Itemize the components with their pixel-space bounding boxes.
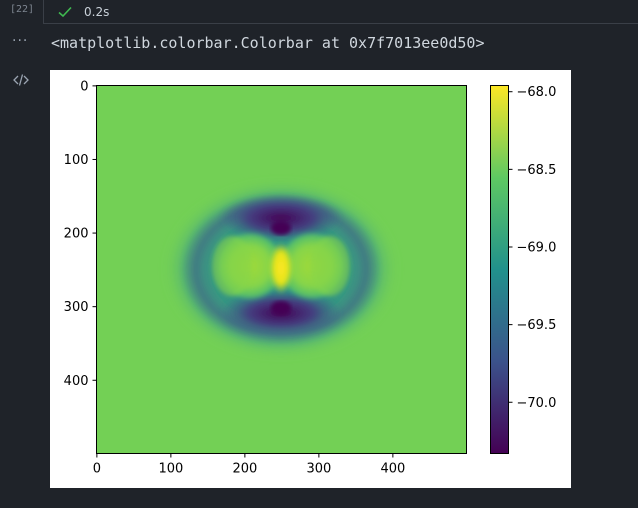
colorbar-tick-label: −69.0 [517,240,557,255]
y-tick-label: 400 [64,374,89,389]
x-axis: 0 100 200 300 400 [93,453,405,477]
x-tick-label: 400 [380,462,405,477]
cell-gutter-divider [43,0,44,24]
heatmap-dark-spot-bottom [271,301,291,315]
cell-header-divider [43,23,638,24]
execution-count: [22] [10,4,35,15]
heatmap-plot [96,85,467,454]
heatmap-lobe-right-outer [310,236,350,296]
y-tick-label: 0 [80,79,88,94]
x-tick-label: 200 [232,462,257,477]
colorbar-tick-label: −69.5 [517,318,557,333]
y-tick-label: 300 [64,300,89,315]
x-tick-label: 300 [306,462,331,477]
figure-output: 0 100 200 300 400 0 100 200 300 400 −68.0 −68.5 −6… [50,70,571,488]
output-repr: <matplotlib.colorbar.Colorbar at 0x7f701… [51,34,485,52]
colorbar-tick-label: −68.0 [517,85,557,100]
more-actions-icon[interactable]: ··· [12,33,29,49]
heatmap-dark-spot-top [271,221,291,235]
y-tick-label: 200 [64,227,89,242]
execution-time: 0.2s [84,5,110,19]
colorbar: −68.0 −68.5 −69.0 −69.5 −70.0 [490,85,557,454]
heatmap-dark-arc-top [219,194,343,242]
x-tick-label: 0 [93,462,101,477]
code-icon[interactable] [13,73,29,87]
y-tick-label: 100 [64,153,89,168]
colorbar-axis: −68.0 −68.5 −69.0 −69.5 −70.0 [508,85,557,411]
x-tick-label: 100 [158,462,183,477]
heatmap-core [269,242,293,294]
colorbar-tick-label: −70.0 [517,396,557,411]
colorbar-tick-label: −68.5 [517,163,557,178]
heatmap-lobe-left-outer [212,236,252,296]
colorbar-gradient [490,85,509,454]
heatmap-frame [96,85,467,454]
cell-header: [22] 0.2s [0,0,638,24]
check-icon [58,6,72,18]
y-axis: 0 100 200 300 400 [64,79,97,389]
